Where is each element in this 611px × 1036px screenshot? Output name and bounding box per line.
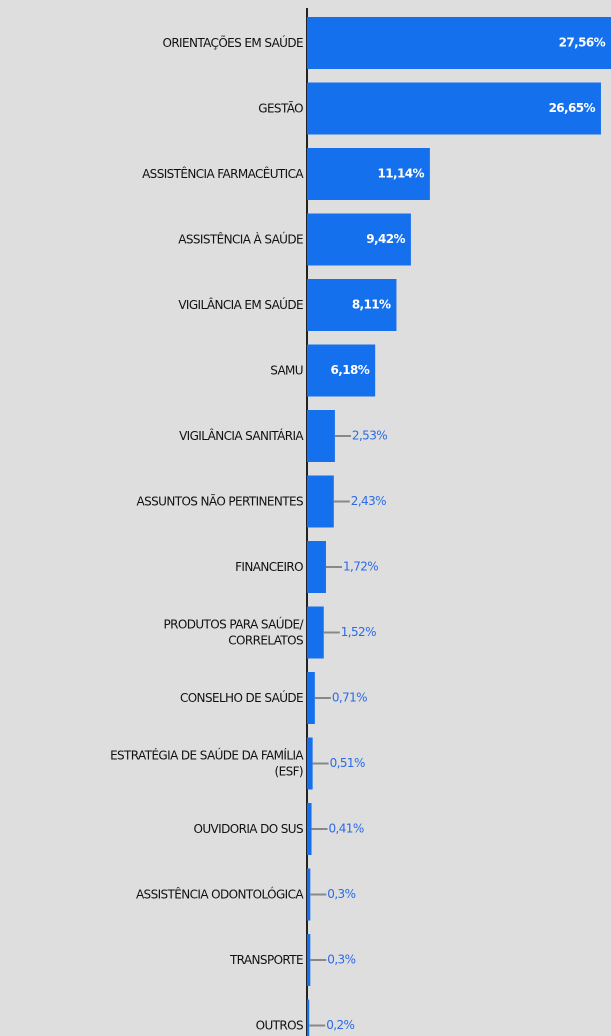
value-label: 0,3%: [327, 887, 355, 901]
category-line: GESTÃO: [258, 100, 303, 115]
value-label: 0,2%: [326, 1018, 354, 1032]
category-label: SAMU: [270, 363, 303, 377]
category-line: ORIENTAÇÕES EM SAÚDE: [162, 35, 303, 50]
category-label: ASSISTÊNCIA À SAÚDE: [178, 231, 303, 246]
category-line: CONSELHO DE SAÚDE: [180, 690, 303, 705]
value-label: 8,11%: [352, 298, 391, 312]
category-label: OUTROS: [256, 1018, 303, 1032]
value-label: 0,51%: [330, 756, 365, 770]
category-label: ORIENTAÇÕES EM SAÚDE: [162, 35, 303, 50]
category-line: FINANCEIRO: [235, 560, 303, 574]
bar: [307, 279, 397, 331]
value-label: 11,14%: [377, 167, 424, 181]
value-label: 27,56%: [559, 36, 606, 50]
category-line: VIGILÂNCIA EM SAÚDE: [178, 297, 303, 312]
bar: [307, 82, 601, 135]
bar: [307, 410, 335, 462]
category-line: TRANSPORTE: [229, 953, 303, 967]
bar: [307, 737, 313, 790]
value-label: 0,41%: [329, 822, 364, 836]
bar: [307, 999, 310, 1036]
bar: [307, 868, 311, 921]
category-line: OUVIDORIA DO SUS: [194, 822, 303, 836]
value-label: 2,43%: [351, 494, 386, 508]
category-line: CORRELATOS: [228, 633, 303, 647]
value-label: 6,18%: [331, 363, 370, 377]
category-line: ASSUNTOS NÃO PERTINENTES: [137, 493, 303, 508]
value-label: 1,52%: [341, 625, 376, 639]
category-label: ASSISTÊNCIA FARMACÊUTICA: [142, 166, 304, 181]
value-label: 0,71%: [332, 691, 367, 705]
category-line: VIGILÂNCIA SANITÁRIA: [179, 428, 304, 443]
value-label: 0,3%: [327, 953, 355, 967]
value-label: 26,65%: [549, 101, 596, 115]
value-label: 9,42%: [366, 232, 405, 246]
category-label: ASSISTÊNCIA ODONTOLÓGICA: [136, 886, 304, 901]
category-label: PRODUTOS PARA SAÚDE/CORRELATOS: [163, 616, 304, 647]
bar: [307, 672, 315, 724]
category-label: TRANSPORTE: [229, 953, 303, 967]
bar: [307, 148, 430, 200]
category-line: ASSISTÊNCIA À SAÚDE: [178, 231, 303, 246]
category-line: SAMU: [270, 363, 303, 377]
bar: [307, 803, 312, 855]
bar: [307, 606, 324, 659]
category-line: ASSISTÊNCIA FARMACÊUTICA: [142, 166, 304, 181]
bar: [307, 934, 311, 986]
category-label: ASSUNTOS NÃO PERTINENTES: [137, 493, 303, 508]
bar: [307, 475, 334, 528]
category-label: FINANCEIRO: [235, 560, 303, 574]
bar: [307, 541, 326, 593]
category-label: GESTÃO: [258, 100, 303, 115]
category-line: (ESF): [275, 764, 303, 778]
bar: [307, 17, 611, 69]
bar: [307, 213, 411, 266]
category-label: ESTRATÉGIA DE SAÚDE DA FAMÍLIA (ESF): [110, 747, 304, 778]
category-line: PRODUTOS PARA SAÚDE/: [163, 616, 304, 631]
category-line: ASSISTÊNCIA ODONTOLÓGICA: [136, 886, 304, 901]
category-label: CONSELHO DE SAÚDE: [180, 690, 303, 705]
value-label: 2,53%: [352, 429, 387, 443]
category-label: VIGILÂNCIA SANITÁRIA: [179, 428, 304, 443]
category-label: OUVIDORIA DO SUS: [194, 822, 303, 836]
value-label: 1,72%: [343, 560, 378, 574]
category-label: VIGILÂNCIA EM SAÚDE: [178, 297, 303, 312]
category-line: OUTROS: [256, 1018, 303, 1032]
bar: [307, 344, 376, 397]
category-line: ESTRATÉGIA DE SAÚDE DA FAMÍLIA: [110, 747, 304, 762]
